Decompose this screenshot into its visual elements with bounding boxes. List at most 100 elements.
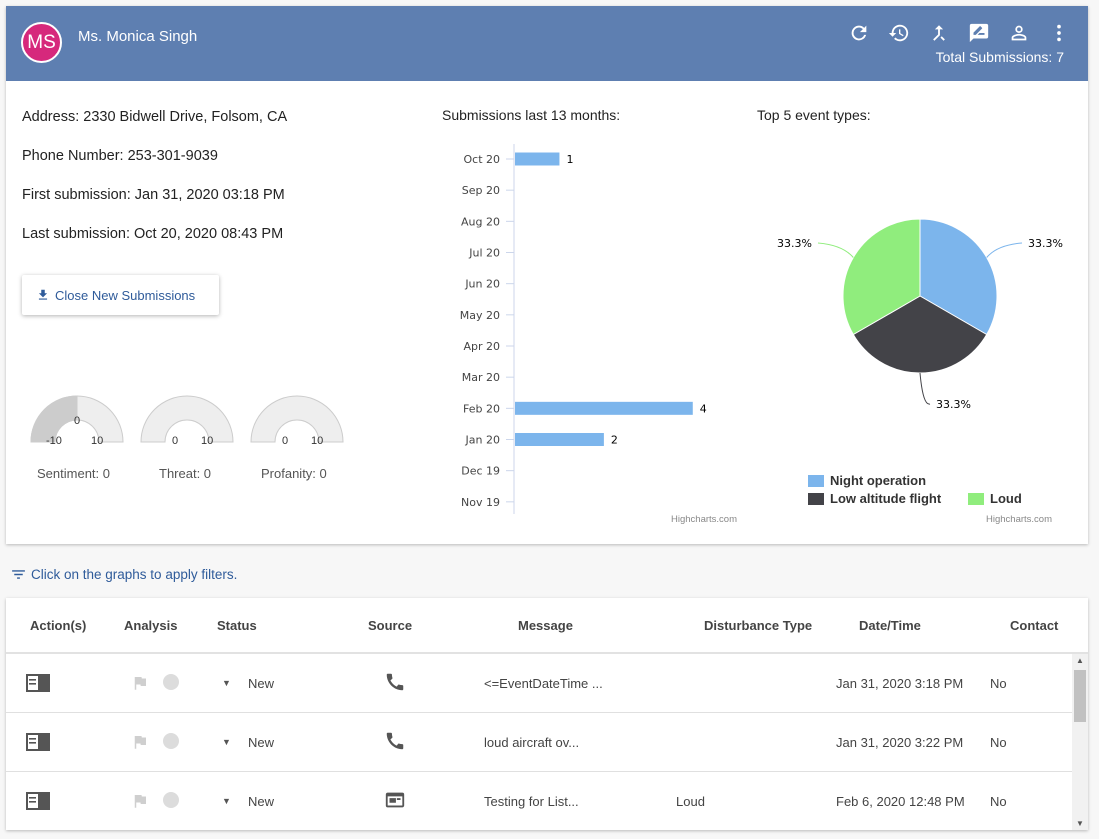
status-value[interactable]: New [248,794,275,809]
bar-chart-tick-label: Apr 20 [463,340,500,353]
gauges[interactable] [6,384,366,444]
threat-gauge-track [140,395,234,443]
bar-chart-tick-label: Dec 19 [461,465,500,478]
legend-item-loud[interactable]: Loud [968,491,1022,506]
avatar: MS [21,22,62,63]
legend-label: Loud [990,491,1022,506]
open-details-icon[interactable] [26,673,50,698]
contact-summary-card: MS Ms. Monica Singh Total Submissions: 7 [6,6,1088,544]
status-dropdown-icon[interactable]: ▼ [222,796,231,806]
table-row[interactable]: ▼ New <=EventDateTime ... Jan 31, 2020 3… [6,654,1072,713]
bar-data-label: 2 [611,434,618,447]
total-submissions: Total Submissions: 7 [935,49,1064,65]
column-header-message[interactable]: Message [518,618,573,633]
profanity-gauge-track [250,395,344,443]
date-time-value: Jan 31, 2020 3:22 PM [836,735,964,750]
contact-header: MS Ms. Monica Singh Total Submissions: 7 [6,6,1088,81]
threat-gauge-max: 10 [201,435,214,447]
profanity-label: Profanity: 0 [261,466,327,481]
profanity-gauge-min: 0 [282,435,289,447]
profanity-gauge-max: 10 [311,435,324,447]
column-header-disturbance-type[interactable]: Disturbance Type [704,618,813,633]
download-icon [38,289,48,300]
bar-chart-tick-label: Mar 20 [462,371,500,384]
bar-chart-credit[interactable]: Highcharts.com [671,514,737,525]
bar-oct-20[interactable] [515,152,560,166]
first-submission: First submission: Jan 31, 2020 03:18 PM [22,187,285,203]
bar-jan-20[interactable] [515,433,604,446]
refresh-icon[interactable] [846,20,872,46]
status-value[interactable]: New [248,735,275,750]
threat-label: Threat: 0 [159,466,212,481]
scroll-thumb[interactable] [1074,670,1086,722]
message-value: loud aircraft ov... [484,735,580,750]
person-icon[interactable] [1006,20,1032,46]
scroll-down-arrow[interactable]: ▼ [1076,819,1084,828]
web-form-icon [384,789,406,816]
bar-chart-tick-label: Nov 19 [461,496,500,509]
legend-item-low-altitude-flight[interactable]: Low altitude flight [808,491,941,506]
table-header-divider [6,652,1088,654]
feedback-icon[interactable] [966,20,992,46]
phone-icon [384,671,406,698]
table-row[interactable]: ▼ New loud aircraft ov... Jan 31, 2020 3… [6,713,1072,772]
filter-hint: Click on the graphs to apply filters. [10,566,237,583]
column-header-contact[interactable]: Contact [1010,618,1059,633]
pie-slice-low-altitude-flight[interactable] [852,295,988,374]
close-new-submissions-label: Close New Submissions [55,287,196,303]
history-icon[interactable] [886,20,912,46]
disturbance-type-value: Loud [676,794,705,809]
status-value[interactable]: New [248,676,275,691]
open-details-icon[interactable] [26,732,50,757]
legend-label: Night operation [830,473,927,488]
contact-value: No [990,735,1007,750]
merge-icon[interactable] [926,20,952,46]
close-new-submissions-button[interactable]: Close New Submissions [22,275,219,315]
column-header-actions[interactable]: Action(s) [30,618,87,633]
threat-gauge[interactable] [140,395,234,443]
legend-swatch [808,474,824,487]
bar-feb-20[interactable] [515,401,693,415]
scroll-up-arrow[interactable]: ▲ [1076,656,1084,665]
pie-connector [986,242,1023,258]
phone-number: Phone Number: 253-301-9039 [22,148,218,164]
status-dropdown-icon[interactable]: ▼ [222,678,231,688]
profanity-gauge[interactable] [250,395,344,443]
flag-icon[interactable] [131,674,149,697]
flag-icon[interactable] [131,792,149,815]
column-header-source[interactable]: Source [368,618,413,633]
flag-icon[interactable] [131,733,149,756]
pie-connector [817,242,854,258]
pie-data-label: 33.3% [777,237,812,250]
bar-chart-tick-label: May 20 [460,309,500,322]
legend-swatch [808,492,824,505]
header-toolbar [846,20,1072,46]
pie-slice-loud[interactable] [842,218,921,336]
column-header-date-time[interactable]: Date/Time [859,618,921,633]
column-header-analysis[interactable]: Analysis [124,618,178,633]
bar-chart-tick-label: Feb 20 [463,402,500,415]
pie-slice-night-operation[interactable] [919,218,998,336]
submissions-bar-chart[interactable]: Oct 20 1 Sep 20 Aug 20 Jul 20 Jun 20 May 20 Apr… [436,134,726,516]
user-name: Ms. Monica Singh [78,28,198,45]
analysis-status-dot [163,792,179,808]
analysis-status-dot [163,733,179,749]
contact-value: No [990,676,1007,691]
bar-chart-tick-label: Aug 20 [461,215,500,228]
phone-icon [384,730,406,757]
pie-chart-credit[interactable]: Highcharts.com [986,514,1052,525]
date-time-value: Feb 6, 2020 12:48 PM [836,794,965,809]
open-details-icon[interactable] [26,791,50,816]
legend-item-night-operation[interactable]: Night operation [808,473,926,488]
table-row[interactable]: ▼ New Testing for List... Loud Feb 6, 20… [6,772,1072,830]
bar-chart-title: Submissions last 13 months: [442,107,621,123]
legend-swatch [968,492,984,505]
sentiment-gauge-max: 10 [91,435,104,447]
more-vert-icon[interactable] [1046,20,1072,46]
sentiment-gauge[interactable] [30,395,124,443]
sentiment-gauge-min: -10 [46,435,62,447]
table-scrollbar[interactable]: ▲ ▼ [1072,654,1088,830]
event-types-pie-chart[interactable]: 33.3% 33.3% 33.3% [756,196,1076,426]
column-header-status[interactable]: Status [217,618,257,633]
status-dropdown-icon[interactable]: ▼ [222,737,231,747]
